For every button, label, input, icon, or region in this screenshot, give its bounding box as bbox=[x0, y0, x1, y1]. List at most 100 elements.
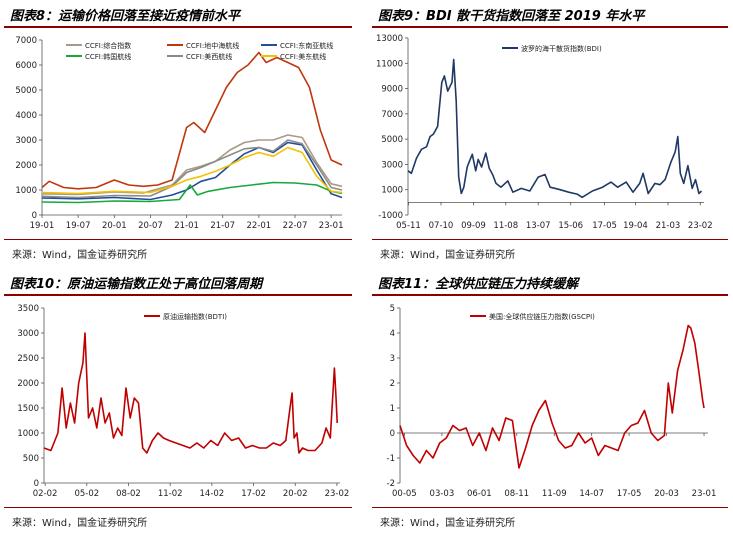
x-tick-label: 14-07 bbox=[579, 489, 604, 499]
x-tick-label: 22-01 bbox=[247, 221, 272, 231]
legend-label: CCFI:地中海航线 bbox=[186, 41, 239, 50]
y-tick-label: 5000 bbox=[15, 86, 37, 96]
x-tick-label: 08-11 bbox=[504, 489, 529, 499]
y-tick-label: 3 bbox=[390, 354, 395, 364]
x-tick-label: 23-02 bbox=[325, 489, 350, 499]
legend-label: CCFI:韩国航线 bbox=[85, 52, 131, 61]
y-tick-label: 11000 bbox=[376, 59, 403, 69]
legend-label: 原油运输指数(BDTI) bbox=[163, 312, 227, 321]
x-tick-label: 11-08 bbox=[493, 221, 518, 231]
panel-fig11-titlebar: 图表11：全球供应链压力持续缓解 bbox=[372, 270, 728, 296]
bdti-chart: 0 500 1000 1500 2000 2500 3000 3500 02-02 05-02 08… bbox=[17, 304, 350, 499]
y-tick-label: 3500 bbox=[17, 304, 39, 314]
legend-label: CCFI:美东航线 bbox=[280, 52, 326, 61]
panel-fig8-source: 来源：Wind，国金证券研究所 bbox=[12, 250, 148, 261]
panel-fig10: 图表10：原油运输指数正处于高位回落周期 0 500 1000 1500 2000 250… bbox=[4, 270, 352, 532]
panel-fig9-source-rule bbox=[372, 239, 728, 240]
y-tick-label: 1000 bbox=[15, 186, 37, 196]
panel-fig8-titlebar: 图表8：运输价格回落至接近疫情前水平 bbox=[4, 2, 352, 28]
x-tick-label: 23-01 bbox=[319, 221, 344, 231]
y-tick-label: -2 bbox=[387, 479, 395, 489]
x-tick-label: 19-07 bbox=[66, 221, 91, 231]
x-tick-label: 08-02 bbox=[116, 489, 141, 499]
x-tick-label: 00-05 bbox=[392, 489, 417, 499]
series-line bbox=[41, 181, 343, 204]
y-tick-label: 1 bbox=[390, 404, 395, 414]
x-tick-label: 03-03 bbox=[430, 489, 455, 499]
y-tick-label: 7000 bbox=[15, 36, 37, 46]
x-tick-label: 13-07 bbox=[526, 221, 551, 231]
y-tick-label: 4000 bbox=[15, 111, 37, 121]
panel-fig10-titlebar: 图表10：原油运输指数正处于高位回落周期 bbox=[4, 270, 352, 296]
y-tick-label: 2500 bbox=[17, 354, 39, 364]
ccfi-chart: 0 1000 2000 3000 4000 5000 6000 7000 19-01 19-07 2… bbox=[15, 36, 344, 231]
y-tick-label: 9000 bbox=[381, 85, 403, 95]
x-tick-label: 17-05 bbox=[617, 489, 642, 499]
legend-label: 美国:全球供应链压力指数(GSCPI) bbox=[489, 312, 595, 321]
x-tick-label: 20-03 bbox=[654, 489, 679, 499]
legend-label: CCFI:东南亚航线 bbox=[280, 41, 333, 50]
x-tick-label: 21-03 bbox=[656, 221, 681, 231]
y-tick-label: 1000 bbox=[381, 186, 403, 196]
series-line bbox=[41, 51, 343, 190]
y-tick-label: 6000 bbox=[15, 61, 37, 71]
series-line bbox=[43, 332, 338, 454]
panel-fig11-source-rule bbox=[372, 507, 728, 508]
y-tick-label: 1500 bbox=[17, 404, 39, 414]
x-tick-label: 09-09 bbox=[461, 221, 486, 231]
x-tick-label: 07-10 bbox=[429, 221, 454, 231]
panel-fig9-title: 图表9：BDI 散干货指数回落至 2019 年水平 bbox=[378, 9, 645, 24]
series-line bbox=[407, 58, 703, 199]
y-tick-label: 2 bbox=[390, 379, 395, 389]
x-tick-label: 14-02 bbox=[200, 489, 225, 499]
y-tick-label: -1000 bbox=[378, 211, 403, 221]
x-tick-label: 20-02 bbox=[283, 489, 308, 499]
legend-label: 波罗的海干散货指数(BDI) bbox=[521, 44, 602, 53]
y-tick-label: 13000 bbox=[376, 34, 403, 44]
x-tick-label: 21-01 bbox=[174, 221, 199, 231]
x-tick-label: 20-07 bbox=[138, 221, 163, 231]
y-tick-label: 0 bbox=[390, 429, 395, 439]
y-tick-label: 0 bbox=[32, 211, 37, 221]
legend-label: CCFI:美西航线 bbox=[186, 52, 232, 61]
panel-fig9: 图表9：BDI 散干货指数回落至 2019 年水平 -1000 1000 3000 5… bbox=[372, 2, 728, 264]
x-tick-label: 19-04 bbox=[623, 221, 648, 231]
panel-fig11: 图表11：全球供应链压力持续缓解 -2 -1 0 1 2 3 4 5 00-05 03-03 06-… bbox=[372, 270, 728, 532]
legend-label: CCFI:综合指数 bbox=[85, 41, 131, 50]
y-tick-label: 3000 bbox=[17, 329, 39, 339]
x-tick-label: 21-07 bbox=[210, 221, 235, 231]
panel-fig8: 图表8：运输价格回落至接近疫情前水平 0 1000 2000 3000 4000 5000… bbox=[4, 2, 352, 264]
y-tick-label: 5 bbox=[390, 304, 395, 314]
series-line bbox=[399, 324, 705, 469]
y-tick-label: 5000 bbox=[381, 135, 403, 145]
panel-fig9-source: 来源：Wind，国金证券研究所 bbox=[380, 250, 516, 261]
x-tick-label: 23-01 bbox=[692, 489, 717, 499]
x-tick-label: 02-02 bbox=[33, 489, 58, 499]
x-tick-label: 23-02 bbox=[688, 221, 713, 231]
y-tick-label: -1 bbox=[387, 454, 395, 464]
panel-fig10-title: 图表10：原油运输指数正处于高位回落周期 bbox=[10, 277, 263, 292]
panel-fig8-source-rule bbox=[4, 239, 352, 240]
x-tick-label: 20-01 bbox=[102, 221, 127, 231]
x-tick-label: 15-06 bbox=[558, 221, 583, 231]
x-tick-label: 19-01 bbox=[30, 221, 55, 231]
bdi-chart: -1000 1000 3000 5000 7000 9000 11000 13000 05-11… bbox=[376, 34, 713, 231]
x-tick-label: 11-09 bbox=[542, 489, 567, 499]
panel-fig11-source: 来源：Wind，国金证券研究所 bbox=[380, 518, 516, 529]
y-tick-label: 2000 bbox=[15, 161, 37, 171]
y-tick-label: 500 bbox=[23, 454, 39, 464]
x-tick-label: 17-05 bbox=[592, 221, 617, 231]
x-tick-label: 05-02 bbox=[74, 489, 99, 499]
series-line bbox=[41, 146, 343, 195]
y-tick-label: 1000 bbox=[17, 429, 39, 439]
panel-fig10-source: 来源：Wind，国金证券研究所 bbox=[12, 518, 148, 529]
panel-fig10-source-rule bbox=[4, 507, 352, 508]
series-line bbox=[41, 139, 343, 199]
x-tick-label: 05-11 bbox=[396, 221, 421, 231]
x-tick-label: 22-07 bbox=[283, 221, 308, 231]
x-tick-label: 17-02 bbox=[241, 489, 266, 499]
x-tick-label: 11-02 bbox=[158, 489, 183, 499]
panel-fig11-title: 图表11：全球供应链压力持续缓解 bbox=[378, 277, 579, 292]
y-tick-label: 7000 bbox=[381, 110, 403, 120]
y-tick-label: 0 bbox=[34, 479, 39, 489]
